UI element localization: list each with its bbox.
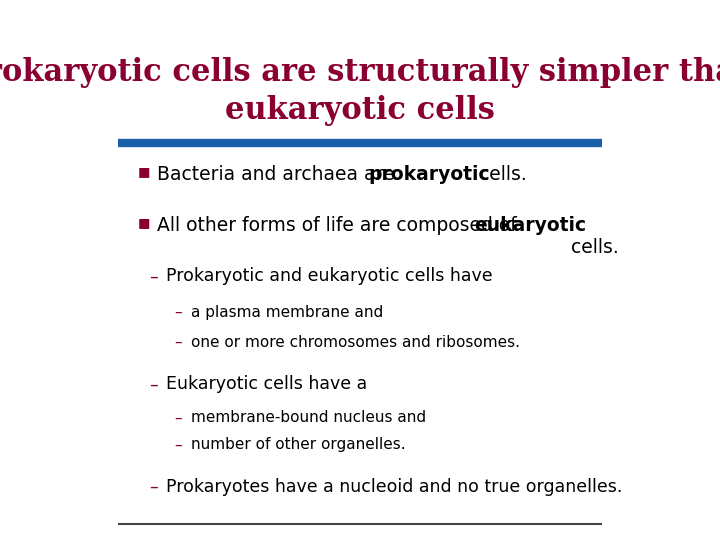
Text: a plasma membrane and: a plasma membrane and bbox=[191, 305, 383, 320]
Text: –: – bbox=[150, 375, 158, 393]
Text: number of other organelles.: number of other organelles. bbox=[191, 437, 405, 453]
Text: Prokaryotic and eukaryotic cells have: Prokaryotic and eukaryotic cells have bbox=[166, 267, 493, 285]
Text: prokaryotic: prokaryotic bbox=[368, 165, 490, 184]
Text: cells.: cells. bbox=[571, 216, 619, 257]
Text: eukaryotic: eukaryotic bbox=[474, 216, 586, 235]
Text: Bacteria and archaea are: Bacteria and archaea are bbox=[157, 165, 400, 184]
Text: All other forms of life are composed of: All other forms of life are composed of bbox=[157, 216, 523, 235]
Text: one or more chromosomes and ribosomes.: one or more chromosomes and ribosomes. bbox=[191, 335, 520, 350]
Text: –: – bbox=[150, 267, 158, 285]
Text: –: – bbox=[174, 305, 181, 320]
Text: Prokaryotic cells are structurally simpler than
eukaryotic cells: Prokaryotic cells are structurally simpl… bbox=[0, 57, 720, 126]
Text: Eukaryotic cells have a: Eukaryotic cells have a bbox=[166, 375, 368, 393]
Text: ■: ■ bbox=[138, 216, 150, 229]
Text: cells.: cells. bbox=[473, 165, 527, 184]
Text: –: – bbox=[174, 437, 181, 453]
Text: –: – bbox=[174, 410, 181, 426]
Text: Prokaryotes have a nucleoid and no true organelles.: Prokaryotes have a nucleoid and no true … bbox=[166, 478, 623, 496]
Text: –: – bbox=[150, 478, 158, 496]
Text: –: – bbox=[174, 335, 181, 350]
Text: ■: ■ bbox=[138, 165, 150, 178]
Text: membrane-bound nucleus and: membrane-bound nucleus and bbox=[191, 410, 426, 426]
